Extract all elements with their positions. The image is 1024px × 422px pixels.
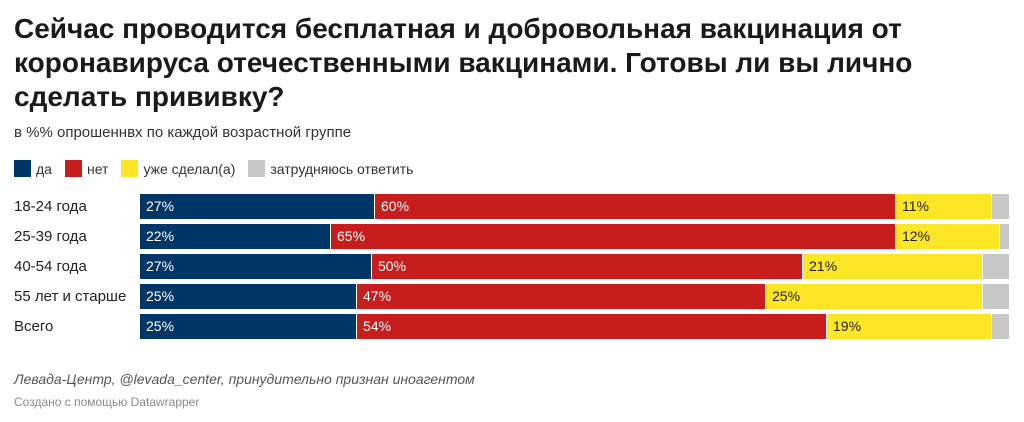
bar-segment: 27% <box>140 194 375 219</box>
category-label: Всего <box>14 318 54 335</box>
data-label: 25% <box>772 288 801 304</box>
legend-swatch <box>248 160 266 177</box>
bar-segment: 47% <box>357 284 766 309</box>
legend-label: нет <box>86 160 109 177</box>
bar-row: 25% 47% 25% <box>140 284 1009 309</box>
data-label: 47% <box>363 288 392 304</box>
data-label: 22% <box>146 228 175 244</box>
legend-item: да <box>14 160 52 177</box>
bar-segment <box>983 254 1009 279</box>
chart-title: Сейчас проводится бесплатная и доброволь… <box>14 13 913 112</box>
category-label: 40-54 года <box>14 258 87 275</box>
data-label: 25% <box>146 318 175 334</box>
bar-segment: 25% <box>140 314 357 339</box>
category-label: 25-39 года <box>14 228 87 245</box>
legend-swatch <box>121 160 139 177</box>
bar-segment: 11% <box>896 194 992 219</box>
stacked-bar-chart: 18-24 года 27% 60% 11% 25-39 года 22% 65% 12% 40… <box>0 194 1024 354</box>
bar-segment: 25% <box>140 284 357 309</box>
bar-row: 22% 65% 12% <box>140 224 1009 249</box>
data-label: 27% <box>146 258 175 274</box>
bar-segment: 21% <box>803 254 983 279</box>
bar-segment: 22% <box>140 224 331 249</box>
chart-subtitle: в %% опрошеннвх по каждой возрастной гру… <box>14 124 352 141</box>
legend-item: нет <box>64 160 109 177</box>
bar-segment: 65% <box>331 224 896 249</box>
legend-label: да <box>36 160 52 177</box>
data-label: 21% <box>809 258 838 274</box>
bar-segment <box>992 194 1009 219</box>
legend-item: уже сделал(а) <box>121 160 235 177</box>
bar-segment <box>992 314 1009 339</box>
bar-segment: 25% <box>766 284 983 309</box>
bar-segment: 60% <box>375 194 896 219</box>
source-note: Левада-Центр, @levada_center, принудител… <box>14 371 475 387</box>
data-label: 11% <box>902 198 929 214</box>
datawrapper-credit: Создано с помощью Datawrapper <box>14 395 200 409</box>
legend-item: затрудняюсь ответить <box>248 160 413 177</box>
bar-segment: 54% <box>357 314 827 339</box>
data-label: 12% <box>902 228 931 244</box>
bar-row: 27% 60% 11% <box>140 194 1009 219</box>
data-label: 25% <box>146 288 175 304</box>
data-label: 54% <box>363 318 392 334</box>
bar-segment <box>983 284 1009 309</box>
category-label: 55 лет и старше <box>14 288 127 305</box>
data-label: 50% <box>378 258 407 274</box>
bar-segment: 19% <box>827 314 992 339</box>
data-label: 60% <box>381 198 410 214</box>
data-label: 27% <box>146 198 175 214</box>
legend-label: затрудняюсь ответить <box>270 160 414 177</box>
legend-swatch <box>14 160 31 177</box>
bar-row: 25% 54% 19% <box>140 314 1009 339</box>
bar-segment: 27% <box>140 254 372 279</box>
bar-segment: 12% <box>896 224 1000 249</box>
bar-row: 27% 50% 21% <box>140 254 1009 279</box>
legend-label: уже сделал(а) <box>143 160 236 177</box>
category-label: 18-24 года <box>14 198 87 215</box>
legend: да нет уже сделал(а) затрудняюсь ответить <box>14 160 426 177</box>
data-label: 65% <box>337 228 366 244</box>
data-label: 19% <box>833 318 862 334</box>
bar-segment: 50% <box>372 254 803 279</box>
bar-segment <box>1000 224 1009 249</box>
legend-swatch <box>64 160 82 177</box>
